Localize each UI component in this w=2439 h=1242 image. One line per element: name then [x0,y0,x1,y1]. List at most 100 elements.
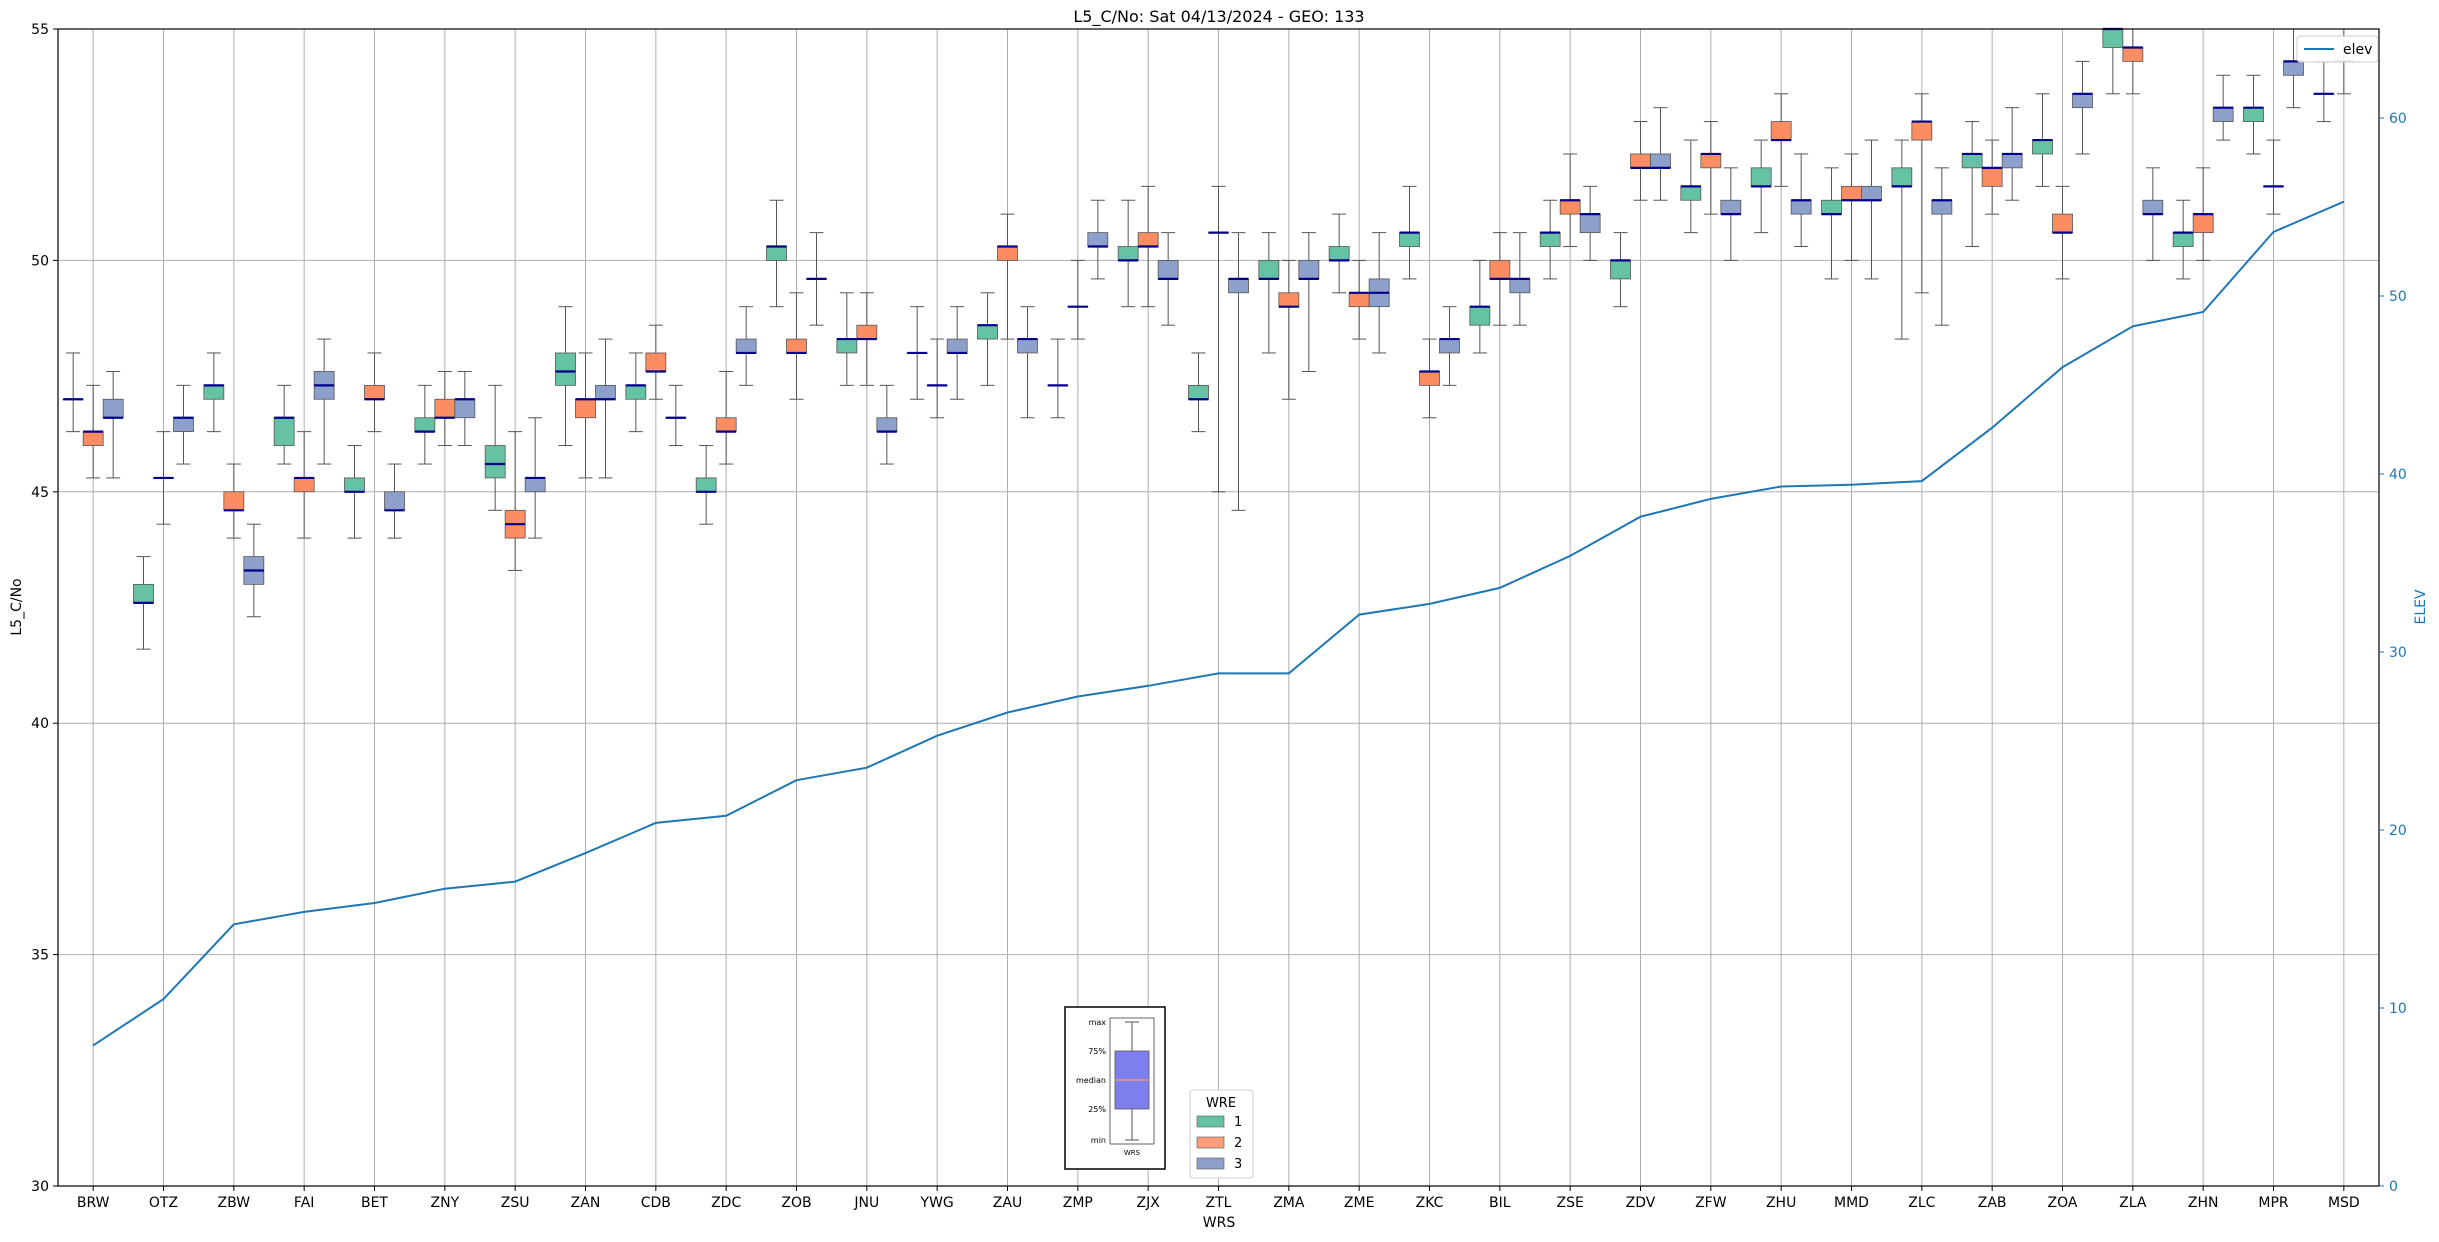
box-body [1610,259,1631,280]
box-body [1821,199,1842,215]
x-tick-label: ZBW [218,1195,251,1211]
y2-axis-label: ELEV [2413,589,2429,624]
x-tick-label: CDB [641,1195,671,1211]
box-body [1650,153,1671,169]
box-BRW-wre1 [62,352,84,433]
y2-tick-label: 0 [2389,1179,2398,1195]
box-body [344,477,365,493]
box-body [1228,278,1249,294]
x-tick-label: YWG [920,1195,954,1211]
wre-legend-label-2: 2 [1234,1136,1242,1151]
x-tick-label: ZLC [1908,1195,1935,1211]
box-body [434,398,456,419]
y-axis-right: 0 10 20 30 40 50 60 [2379,111,2407,1195]
box-body [364,384,385,400]
x-tick-label: BRW [77,1195,110,1211]
wre-legend-swatch-3 [1196,1157,1225,1170]
x-tick-label: FAI [294,1195,314,1211]
box-body [454,398,476,419]
elev-point [725,815,727,817]
box-ZSE-wre2 [1559,153,1581,248]
box-ZAN-wre2 [575,352,596,479]
x-tick-label: ZAU [993,1195,1022,1211]
elev-line-layer [92,200,2345,1047]
y2-tick-label: 20 [2389,823,2407,839]
wre-legend-swatch-2 [1196,1136,1225,1149]
box-ZOB-wre1 [766,199,787,308]
box-ZAU-wre1 [977,292,998,386]
box-ZMP-wre2 [1067,259,1089,340]
box-body [715,417,737,433]
box-body [2243,107,2264,122]
box-body [2192,213,2214,234]
box-body [2001,153,2023,169]
x-tick-label: ZOA [2048,1195,2078,1211]
box-BRW-wre3 [102,370,124,479]
box-body [1579,213,1601,234]
box-body [1017,338,1038,354]
box-ZDV-wre2 [1630,121,1651,201]
box-ZME-wre1 [1328,213,1350,294]
y2-tick-label: 10 [2389,1001,2407,1017]
box-ZOB-wre3 [806,232,827,326]
y-tick-label: 50 [31,253,49,269]
box-body [133,583,154,604]
x-tick-label: ZKC [1416,1195,1444,1211]
elev-legend-label: elev [2343,42,2372,58]
box-body [1931,199,1953,215]
box-JNU-wre2 [856,292,878,386]
box-body [695,477,717,493]
elev-point [866,767,868,769]
box-JNU-wre1 [836,292,858,386]
elev-point [163,998,164,1000]
x-tick-label: OTZ [149,1195,178,1211]
x-tick-label: ZAN [571,1195,601,1211]
x-tick-label: ZOB [781,1195,811,1211]
box-BIL-wre3 [1509,232,1531,326]
box-OTZ-wre3 [173,384,194,465]
elev-point [2062,366,2063,368]
box-MPR-wre2 [2263,139,2284,215]
elev-point [1921,480,1923,482]
box-ZDV-wre3 [1650,107,1671,201]
box-body [1700,153,1722,169]
box-body [555,352,576,386]
elev-point [1218,672,1219,674]
wre-legend-label-1: 1 [1234,1115,1242,1130]
box-body [293,477,315,493]
box-ZAN-wre1 [555,306,576,447]
box-body [786,338,807,354]
x-tick-label: ZSU [501,1195,530,1211]
box-ZHU-wre1 [1750,139,1772,234]
box-ZMA-wre2 [1278,259,1300,400]
box-body [1117,246,1139,261]
elev-point [1499,587,1501,589]
inset-label-25: 25% [1088,1105,1106,1114]
y-tick-label: 55 [31,22,49,38]
box-body [1790,199,1812,215]
box-body [1157,259,1179,280]
box-ZJX-wre3 [1157,232,1179,326]
elev-point [1429,603,1430,605]
elev-point [2273,231,2274,233]
elev-point [2202,311,2204,313]
box-ZMA-wre1 [1258,232,1280,354]
box-YWG-wre3 [946,306,968,400]
box-ZHN-wre3 [2212,74,2234,141]
box-ZLA-wre3 [2142,167,2164,261]
box-body [1911,121,1933,141]
elev-point [936,735,938,737]
box-ZLA-wre2 [2122,29,2144,95]
box-OTZ-wre1 [133,556,154,650]
box-ZME-wre3 [1368,232,1390,354]
inset-label-75: 75% [1088,1047,1106,1056]
box-ZKC-wre3 [1439,306,1460,386]
box-body [997,246,1018,261]
box-body [1419,371,1440,386]
box-MPR-wre1 [2243,74,2264,155]
inset-label-median: median [1076,1076,1106,1085]
box-body [1489,259,1511,280]
box-ZTL-wre1 [1188,352,1209,433]
box-body [1348,292,1370,308]
box-body [2072,93,2093,109]
